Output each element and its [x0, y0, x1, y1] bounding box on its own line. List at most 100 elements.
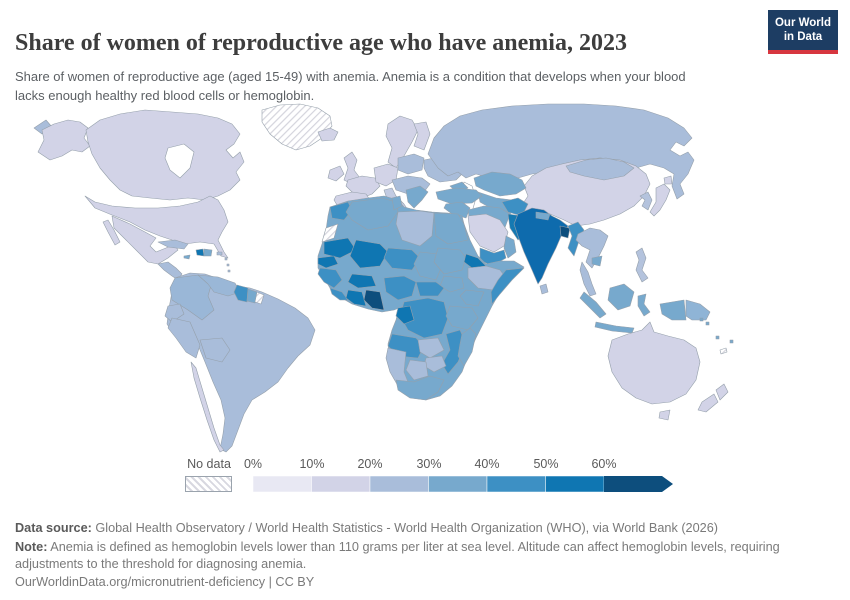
country-nigeria[interactable]: [383, 275, 417, 301]
country-mozambique[interactable]: [441, 329, 467, 375]
country-kenya[interactable]: [459, 289, 485, 307]
region-malay-peninsula[interactable]: [579, 261, 597, 297]
country-somalia[interactable]: [490, 267, 525, 305]
country-mongolia[interactable]: [565, 157, 635, 181]
country-sri-lanka[interactable]: [539, 283, 549, 295]
chart-subtitle: Share of women of reproductive age (aged…: [15, 69, 686, 103]
country-japan[interactable]: [649, 175, 673, 217]
country-papua-new-guinea[interactable]: [685, 299, 711, 321]
page-title: Share of women of reproductive age who h…: [15, 30, 627, 57]
country-tunisia[interactable]: [391, 195, 403, 211]
legend-tick-5: 50%: [533, 457, 559, 471]
country-chile[interactable]: [190, 361, 225, 453]
country-suriname[interactable]: [246, 288, 258, 304]
country-ivory-coast[interactable]: [345, 289, 367, 307]
region-sierra-leone-liberia[interactable]: [329, 287, 349, 301]
country-turkey[interactable]: [435, 187, 483, 205]
country-finland[interactable]: [413, 121, 431, 151]
country-algeria[interactable]: [345, 197, 399, 231]
country-australia[interactable]: [607, 321, 701, 405]
legend-bin-40-50[interactable]: [486, 476, 546, 492]
island-java[interactable]: [594, 321, 635, 334]
country-sudan[interactable]: [433, 247, 467, 275]
citation-link[interactable]: OurWorldinData.org/micronutrient-deficie…: [15, 574, 315, 589]
region-pacific-islands[interactable]: [699, 317, 734, 344]
legend-bin-30-40[interactable]: [428, 476, 488, 492]
country-niger[interactable]: [383, 247, 421, 271]
country-cuba[interactable]: [157, 239, 189, 250]
country-zambia[interactable]: [417, 337, 445, 359]
country-india[interactable]: [513, 207, 569, 285]
country-haiti[interactable]: [195, 248, 205, 257]
country-venezuela[interactable]: [197, 274, 241, 297]
country-greenland[interactable]: [261, 103, 333, 151]
country-peru[interactable]: [167, 317, 201, 359]
country-western-sahara[interactable]: [321, 223, 339, 243]
country-libya[interactable]: [395, 210, 435, 247]
country-puerto-rico[interactable]: [216, 251, 223, 256]
legend-bin-50-60[interactable]: [545, 476, 605, 492]
region-lesser-antilles[interactable]: [224, 257, 231, 273]
legend-tick-3: 30%: [416, 457, 442, 471]
country-bolivia[interactable]: [199, 337, 231, 363]
country-ireland[interactable]: [327, 165, 345, 182]
country-gabon[interactable]: [395, 305, 415, 325]
legend-no-data-label: No data: [187, 457, 231, 471]
country-baja[interactable]: [102, 219, 121, 246]
country-saudi-arabia[interactable]: [467, 213, 509, 253]
region-cameroon-car[interactable]: [415, 281, 445, 297]
country-korea[interactable]: [639, 191, 653, 211]
country-guinea[interactable]: [317, 267, 343, 289]
country-alaska[interactable]: [37, 119, 91, 161]
country-senegal[interactable]: [317, 255, 339, 269]
owid-logo[interactable]: Our World in Data: [768, 10, 838, 54]
country-guyana[interactable]: [233, 284, 249, 303]
country-oman[interactable]: [503, 235, 517, 259]
legend-tick-2: 20%: [357, 457, 383, 471]
legend-no-data-swatch[interactable]: [185, 476, 232, 492]
region-poland-baltics[interactable]: [397, 153, 425, 175]
legend-bin-0-10[interactable]: [253, 476, 312, 492]
country-mali[interactable]: [349, 239, 389, 269]
legend-tick-1: 10%: [299, 457, 325, 471]
island-sulawesi[interactable]: [637, 293, 651, 317]
country-afghanistan[interactable]: [501, 197, 529, 217]
country-kazakhstan[interactable]: [473, 171, 527, 197]
country-ecuador[interactable]: [164, 303, 185, 323]
hudson-bay: [164, 143, 195, 179]
island-tasmania[interactable]: [658, 409, 671, 421]
region-balkans[interactable]: [405, 185, 429, 209]
country-madagascar[interactable]: [457, 327, 477, 367]
country-dominican-republic[interactable]: [203, 248, 213, 257]
legend-bin-10-20[interactable]: [311, 476, 371, 492]
country-philippines[interactable]: [635, 247, 649, 283]
country-bangladesh[interactable]: [559, 225, 571, 239]
country-cambodia[interactable]: [591, 255, 603, 267]
country-jamaica[interactable]: [183, 254, 191, 260]
country-french-guiana[interactable]: [254, 291, 265, 305]
legend-bin-20-30[interactable]: [369, 476, 429, 492]
country-myanmar[interactable]: [567, 221, 585, 257]
country-usa[interactable]: [84, 195, 229, 259]
legend-color-bar[interactable]: [253, 476, 674, 492]
country-canada[interactable]: [85, 109, 245, 201]
region-papua-indonesia[interactable]: [659, 299, 687, 321]
country-norway-sweden[interactable]: [385, 115, 419, 169]
data-source-line: Data source: Global Health Observatory /…: [15, 520, 835, 538]
country-egypt[interactable]: [433, 212, 469, 245]
legend-bin-60-plus[interactable]: [604, 476, 673, 492]
island-sumatra[interactable]: [579, 291, 607, 319]
country-new-zealand[interactable]: [697, 383, 729, 413]
country-mauritania[interactable]: [323, 237, 357, 259]
region-ghana-togo-benin[interactable]: [363, 289, 385, 311]
region-south-sudan-uganda[interactable]: [439, 275, 465, 293]
country-nepal[interactable]: [535, 211, 551, 221]
country-south-africa[interactable]: [395, 375, 445, 401]
country-iceland[interactable]: [317, 127, 339, 142]
country-botswana[interactable]: [405, 359, 429, 381]
owid-logo-line2: in Data: [783, 31, 823, 44]
region-iraq-syria[interactable]: [443, 201, 471, 219]
island-borneo[interactable]: [607, 283, 635, 311]
country-burkina-faso[interactable]: [347, 273, 377, 289]
island-new-caledonia[interactable]: [719, 347, 728, 355]
